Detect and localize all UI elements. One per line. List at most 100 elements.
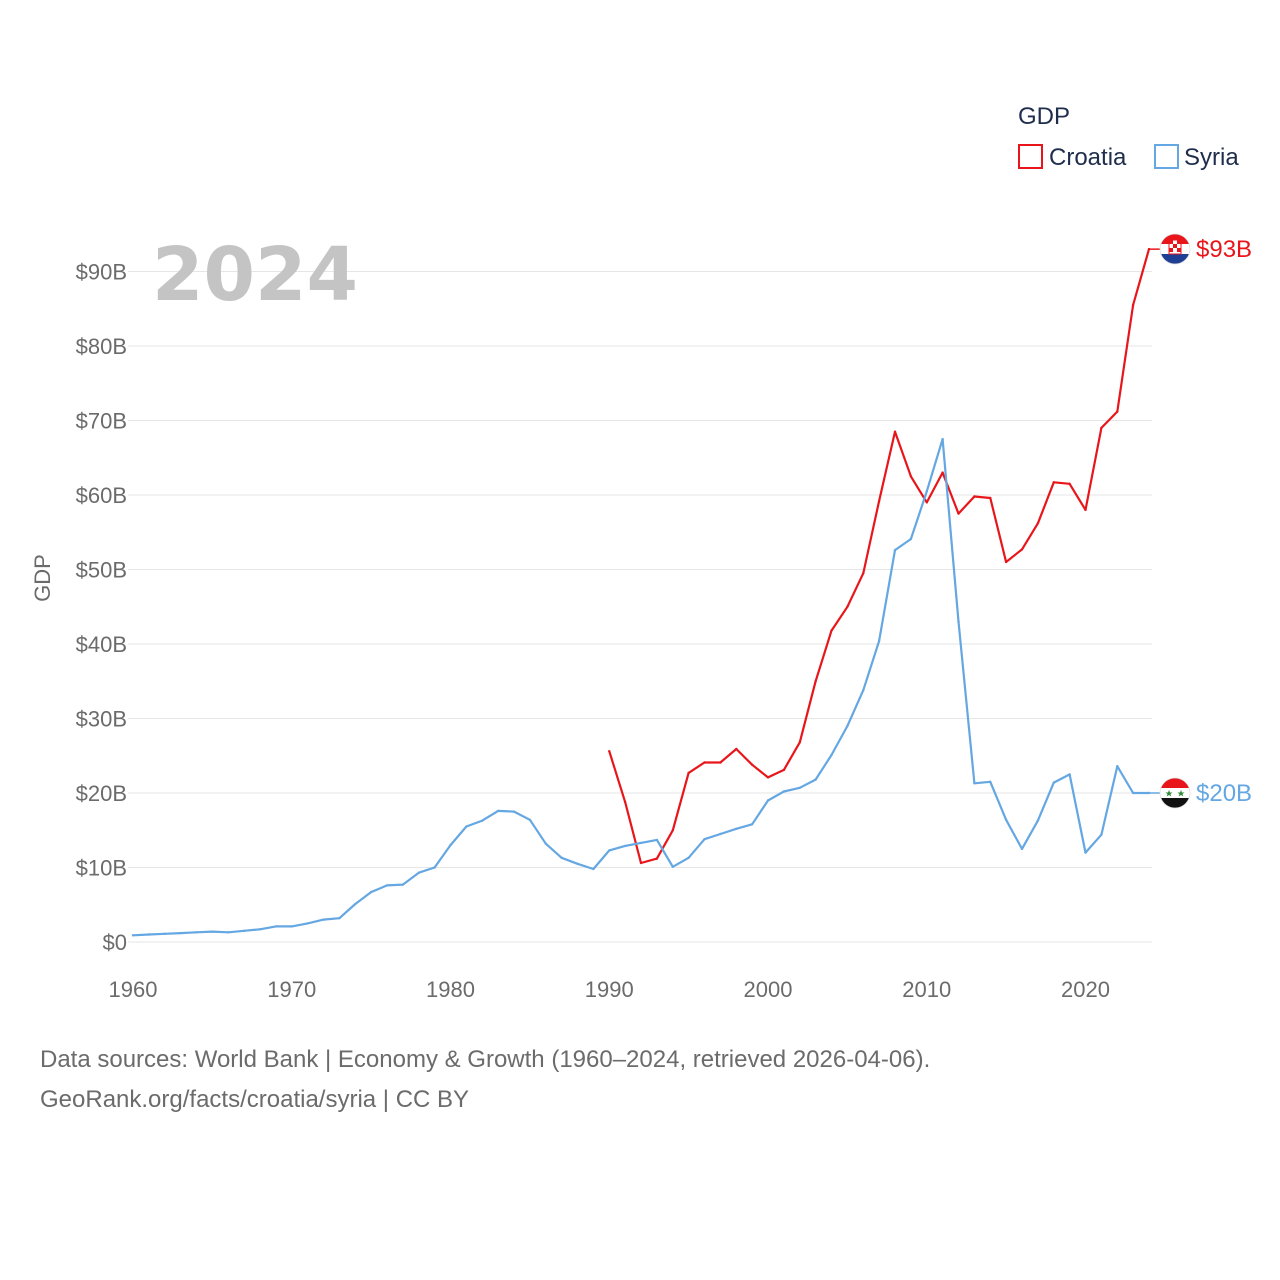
y-tick-label: $0 bbox=[103, 930, 127, 955]
data-point-syria bbox=[830, 753, 833, 757]
data-point-croatia bbox=[893, 430, 897, 433]
data-point-croatia bbox=[814, 680, 817, 683]
data-point-syria bbox=[195, 931, 198, 934]
data-point-croatia bbox=[671, 829, 674, 832]
legend-item-croatia[interactable]: Croatia bbox=[1018, 144, 1127, 171]
data-point-syria bbox=[227, 931, 230, 934]
data-point-syria bbox=[735, 827, 738, 830]
data-point-croatia bbox=[1100, 426, 1103, 430]
data-point-croatia bbox=[719, 761, 722, 764]
data-point-croatia bbox=[1068, 482, 1071, 485]
data-point-croatia bbox=[766, 776, 770, 779]
legend-swatch-syria bbox=[1154, 144, 1179, 169]
end-value-label-croatia: $93B bbox=[1196, 236, 1252, 263]
legend-item-syria[interactable]: Syria bbox=[1154, 144, 1239, 171]
legend-title: GDP bbox=[1018, 103, 1070, 130]
data-point-syria bbox=[449, 843, 452, 847]
data-point-syria bbox=[782, 790, 786, 793]
data-point-syria bbox=[1004, 818, 1008, 821]
year-label: 2024 bbox=[152, 232, 358, 318]
data-point-syria bbox=[703, 838, 706, 841]
data-point-syria bbox=[893, 548, 897, 552]
data-point-croatia bbox=[941, 471, 944, 474]
data-point-syria bbox=[1020, 847, 1024, 851]
data-point-syria bbox=[544, 842, 547, 845]
y-tick-label: $90B bbox=[76, 260, 127, 285]
data-point-syria bbox=[623, 844, 627, 848]
data-point-syria bbox=[592, 867, 595, 871]
data-point-syria bbox=[957, 620, 960, 623]
y-tick-label: $20B bbox=[76, 781, 127, 806]
x-tick-label: 2000 bbox=[744, 977, 793, 1002]
data-point-croatia bbox=[1084, 508, 1087, 512]
data-point-syria bbox=[465, 825, 468, 828]
data-point-syria bbox=[719, 832, 722, 836]
data-point-croatia bbox=[608, 750, 611, 753]
y-tick-label: $60B bbox=[76, 483, 127, 508]
x-tick-label: 1980 bbox=[426, 977, 475, 1002]
data-point-syria bbox=[576, 862, 579, 865]
data-point-croatia bbox=[925, 501, 928, 504]
series-layer: $93B $20B bbox=[131, 236, 1252, 937]
y-axis: $0 $10B $20B $30B $40B $50B $60B $70B $80B $90B bbox=[76, 260, 127, 956]
data-point-syria bbox=[385, 884, 389, 887]
y-axis-title: GDP bbox=[30, 554, 55, 602]
data-point-syria bbox=[687, 856, 690, 859]
legend-label-croatia: Croatia bbox=[1049, 144, 1127, 171]
series-line-croatia bbox=[608, 248, 1151, 865]
data-point-syria bbox=[1052, 781, 1056, 784]
data-point-croatia bbox=[957, 512, 960, 515]
data-point-croatia bbox=[1004, 560, 1008, 564]
data-point-syria bbox=[211, 930, 214, 933]
data-point-syria bbox=[290, 925, 293, 928]
data-point-syria bbox=[306, 922, 309, 925]
data-point-syria bbox=[496, 809, 500, 813]
data-point-syria bbox=[973, 782, 976, 785]
footer: Data sources: World Bank | Economy & Gro… bbox=[40, 1040, 1240, 1120]
legend: GDP Croatia Syria bbox=[1018, 103, 1239, 171]
data-point-croatia bbox=[1036, 522, 1040, 525]
data-point-syria bbox=[179, 931, 182, 935]
data-point-syria bbox=[560, 856, 563, 859]
data-point-syria bbox=[258, 928, 262, 931]
data-point-croatia bbox=[750, 763, 754, 766]
data-point-croatia bbox=[1020, 548, 1024, 551]
data-point-syria bbox=[338, 917, 341, 920]
data-sources-note: Data sources: World Bank | Economy & Gro… bbox=[40, 1046, 931, 1073]
data-point-croatia bbox=[1052, 481, 1056, 484]
data-point-syria bbox=[639, 841, 643, 845]
data-point-croatia bbox=[1116, 410, 1119, 413]
legend-label-syria: Syria bbox=[1184, 144, 1239, 171]
x-tick-label: 1990 bbox=[585, 977, 634, 1002]
source-link[interactable]: GeoRank.org/facts/croatia/syria | CC BY bbox=[40, 1086, 470, 1113]
data-point-syria bbox=[1100, 833, 1103, 836]
y-tick-label: $10B bbox=[76, 856, 127, 881]
data-point-syria bbox=[750, 823, 754, 826]
data-point-croatia bbox=[830, 629, 833, 632]
data-point-syria bbox=[608, 849, 611, 852]
data-point-croatia bbox=[639, 861, 643, 865]
croatia-flag-icon bbox=[1159, 233, 1191, 265]
data-point-syria bbox=[1084, 851, 1087, 854]
data-point-syria bbox=[941, 437, 944, 441]
data-point-syria bbox=[433, 866, 436, 869]
data-point-croatia bbox=[623, 800, 627, 804]
x-tick-label: 1960 bbox=[109, 977, 158, 1002]
data-point-syria bbox=[862, 689, 865, 692]
data-point-syria bbox=[163, 932, 166, 935]
data-point-syria bbox=[814, 778, 817, 781]
data-point-croatia bbox=[782, 768, 786, 772]
data-point-syria bbox=[322, 918, 325, 921]
data-point-croatia bbox=[703, 761, 706, 764]
end-value-label-syria: $20B bbox=[1196, 780, 1252, 807]
data-point-syria bbox=[925, 490, 928, 493]
y-tick-label: $30B bbox=[76, 707, 127, 732]
data-point-syria bbox=[481, 819, 484, 822]
y-tick-label: $50B bbox=[76, 558, 127, 583]
data-point-syria bbox=[877, 639, 881, 643]
data-point-syria bbox=[989, 780, 992, 783]
data-point-syria bbox=[1131, 791, 1135, 795]
data-point-croatia bbox=[877, 499, 881, 503]
data-point-syria bbox=[671, 865, 674, 868]
